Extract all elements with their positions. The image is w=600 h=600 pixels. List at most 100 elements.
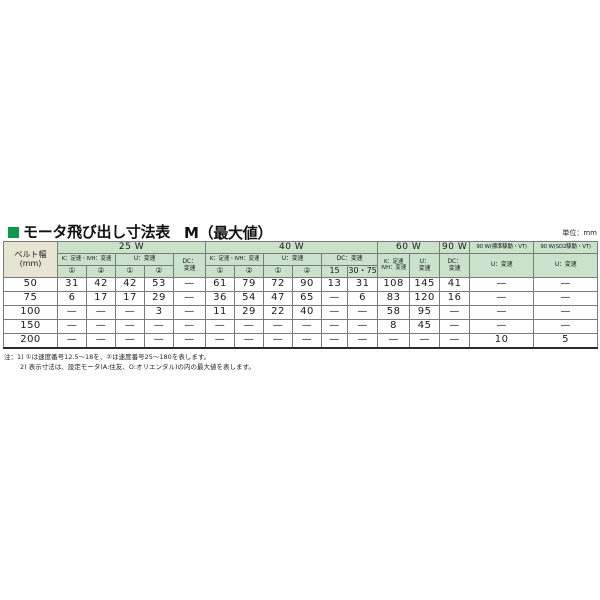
cell: — bbox=[321, 305, 349, 320]
cell: 95 bbox=[409, 305, 441, 320]
cell: 42 bbox=[115, 277, 145, 292]
table-row: 100 — — — 3 — 11 29 22 40 — — 58 95 — — … bbox=[3, 305, 599, 320]
cell: — bbox=[321, 333, 349, 349]
leaf-header-40w-u-2: ② bbox=[292, 265, 323, 278]
page-title-suffix: M（最大値） bbox=[184, 224, 273, 242]
cell: — bbox=[533, 277, 599, 292]
cell: — bbox=[439, 319, 471, 334]
group-header-90w: 90 W bbox=[439, 241, 471, 254]
cell: — bbox=[469, 291, 535, 306]
subheader-40w-k-ivh: K：定速・IVH：変速 bbox=[205, 253, 265, 266]
cell: — bbox=[205, 319, 236, 334]
leaf-header-25w-u-2: ② bbox=[144, 265, 174, 278]
group-header-60w: 60 W bbox=[377, 241, 441, 254]
cell: — bbox=[533, 319, 599, 334]
cell: — bbox=[57, 319, 87, 334]
cell: — bbox=[321, 319, 349, 334]
subheader-90w-sd2-u: U：変速 bbox=[533, 253, 599, 278]
cell: 120 bbox=[409, 291, 441, 306]
cell: 17 bbox=[86, 291, 116, 306]
group-header-90w-standard-vt: 90 W(標準駆動・VT) bbox=[469, 241, 535, 254]
cell: 145 bbox=[409, 277, 441, 292]
leaf-header-40w-u-1: ① bbox=[263, 265, 294, 278]
cell: — bbox=[172, 319, 207, 334]
subheader-90w-dc: DC： 変速 bbox=[439, 253, 471, 278]
unit-label: 単位：mm bbox=[562, 229, 597, 237]
cell: 6 bbox=[57, 291, 87, 306]
cell: — bbox=[205, 333, 236, 349]
cell: — bbox=[439, 333, 471, 349]
subheader-25w-k-ivh: K：定速・IVH：変速 bbox=[57, 253, 116, 266]
row-belt-width: 50 bbox=[3, 277, 58, 292]
cell: — bbox=[115, 319, 145, 334]
cell: — bbox=[234, 319, 265, 334]
cell: 53 bbox=[144, 277, 174, 292]
cell: 79 bbox=[234, 277, 265, 292]
cell: 6 bbox=[347, 291, 379, 306]
cell: 42 bbox=[86, 277, 116, 292]
subheader-25w-dc: DC： 変速 bbox=[172, 253, 207, 278]
cell: — bbox=[377, 333, 411, 349]
table-subgroup-header-row: K：定速・IVH：変速 U：変速 DC： 変速 K：定速・IVH：変速 U：変速 … bbox=[4, 253, 599, 278]
cell: 22 bbox=[263, 305, 294, 320]
table-group-header-row: ベルト幅 (mm) 25 W 40 W 60 W 90 W 90 W(標準駆動・… bbox=[3, 241, 599, 278]
cell: — bbox=[172, 291, 207, 306]
cell: — bbox=[347, 319, 379, 334]
cell: 16 bbox=[439, 291, 471, 306]
leaf-header-40w-k-1: ① bbox=[205, 265, 236, 278]
motor-protrusion-dimension-table: ベルト幅 (mm) 25 W 40 W 60 W 90 W 90 W(標準駆動・… bbox=[3, 241, 599, 349]
cell: — bbox=[115, 305, 145, 320]
cell: 29 bbox=[234, 305, 265, 320]
row-belt-width: 100 bbox=[3, 305, 58, 320]
cell: 41 bbox=[439, 277, 471, 292]
footnotes: 注：1) ①は速度番号12.5～18を、②は速度番号25～180を表します。 2… bbox=[4, 352, 255, 372]
cell: — bbox=[172, 305, 207, 320]
cell: 31 bbox=[347, 277, 379, 292]
cell: — bbox=[533, 305, 599, 320]
cell: — bbox=[439, 305, 471, 320]
cell: — bbox=[292, 333, 323, 349]
footnote-1: 注：1) ①は速度番号12.5～18を、②は速度番号25～180を表します。 bbox=[4, 353, 211, 361]
cell: 47 bbox=[263, 291, 294, 306]
cell: — bbox=[469, 319, 535, 334]
spec-table-wrapper: ベルト幅 (mm) 25 W 40 W 60 W 90 W 90 W(標準駆動・… bbox=[3, 241, 599, 349]
cell: — bbox=[172, 333, 207, 349]
cell: 3 bbox=[144, 305, 174, 320]
cell: — bbox=[409, 333, 441, 349]
cell: 5 bbox=[533, 333, 599, 349]
cell: — bbox=[86, 333, 116, 349]
cell: — bbox=[86, 319, 116, 334]
cell: 83 bbox=[377, 291, 411, 306]
cell: — bbox=[347, 333, 379, 349]
leaf-header-25w-u-1: ① bbox=[115, 265, 145, 278]
cell: — bbox=[469, 305, 535, 320]
belt-width-label: ベルト幅 bbox=[14, 250, 47, 260]
cell: — bbox=[292, 319, 323, 334]
cell: — bbox=[234, 333, 265, 349]
table-row: 75 6 17 17 29 — 36 54 47 65 — 6 83 120 1… bbox=[3, 291, 599, 306]
cell: 13 bbox=[321, 277, 349, 292]
leaf-header-25w-k-1: ① bbox=[57, 265, 87, 278]
page-title-row: モータ飛び出し寸法表 M（最大値） bbox=[8, 222, 272, 243]
page-title: モータ飛び出し寸法表 bbox=[23, 223, 171, 241]
cell: — bbox=[263, 333, 294, 349]
cell: — bbox=[144, 319, 174, 334]
cell: — bbox=[172, 277, 207, 292]
table-row: 50 31 42 42 53 — 61 79 72 90 13 31 108 1… bbox=[3, 277, 599, 292]
table-row: 200 — — — — — — — — — — — — — — 10 5 bbox=[3, 333, 599, 349]
belt-width-corner-header: ベルト幅 (mm) bbox=[3, 241, 58, 278]
cell: 11 bbox=[205, 305, 236, 320]
cell: — bbox=[321, 291, 349, 306]
cell: — bbox=[86, 305, 116, 320]
row-belt-width: 75 bbox=[3, 291, 58, 306]
cell: — bbox=[469, 277, 535, 292]
cell: 45 bbox=[409, 319, 441, 334]
group-header-25w: 25 W bbox=[56, 241, 207, 254]
cell: 31 bbox=[57, 277, 87, 292]
cell: 17 bbox=[115, 291, 145, 306]
cell: 54 bbox=[234, 291, 265, 306]
footnote-2: 2) 表示寸法は、設定モータ(A:住友、O:オリエンタル)の内の最大値を表します… bbox=[20, 363, 255, 372]
cell: 36 bbox=[205, 291, 236, 306]
cell: — bbox=[57, 305, 87, 320]
